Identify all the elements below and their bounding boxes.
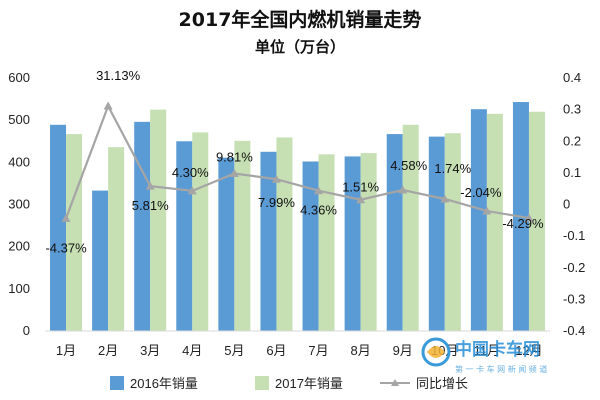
growth-point: [271, 174, 281, 183]
bar-2016: [92, 190, 109, 331]
bar-2016: [218, 157, 235, 331]
bars-group: [50, 102, 545, 332]
growth-data-label: -2.04%: [460, 185, 502, 200]
x-tick-label: 9月: [393, 343, 413, 358]
bar-2017: [276, 137, 293, 331]
growth-data-label: 5.81%: [132, 198, 169, 213]
bar-2017: [150, 109, 167, 331]
growth-point: [398, 185, 408, 194]
growth-data-label: 4.36%: [300, 203, 337, 218]
y-left-tick-label: 100: [8, 281, 30, 296]
growth-point: [314, 186, 324, 195]
legend-marker-growth: [391, 379, 399, 386]
x-tick-label: 2月: [98, 343, 118, 358]
x-tick-label: 11月: [474, 343, 501, 358]
watermark-title: 中国卡车网: [455, 339, 540, 360]
growth-point: [482, 206, 492, 215]
bar-2017: [66, 134, 83, 331]
bar-2017: [528, 111, 545, 331]
y-left-tick-label: 300: [8, 197, 30, 212]
y-right-tick-label: 0.2: [563, 133, 581, 148]
growth-line: [65, 103, 530, 220]
y-right-tick-label: 0.4: [563, 70, 581, 85]
growth-data-label: 9.81%: [216, 149, 253, 164]
y-right-tick-label: 0.1: [563, 165, 581, 180]
bar-2016: [428, 136, 445, 331]
bar-2017: [234, 140, 251, 331]
growth-data-label: 31.13%: [96, 68, 141, 83]
bar-2016: [134, 121, 151, 331]
y-left-tick-label: 400: [8, 154, 30, 169]
y-left-tick-label: 500: [8, 112, 30, 127]
legend-label-2017: 2017年销量: [275, 376, 343, 391]
x-axis: 1月 2月 3月 4月 5月 6月 7月 8月 9月 10月 11月 12月: [56, 343, 543, 358]
growth-data-label: 1.51%: [342, 180, 379, 195]
y-right-tick-label: -0.1: [563, 228, 585, 243]
legend-swatch-2017: [255, 376, 269, 390]
x-tick-label: 3月: [140, 343, 160, 358]
growth-point: [229, 168, 239, 177]
bar-2017: [444, 133, 461, 331]
legend-label-growth: 同比增长: [416, 376, 468, 391]
y-left-tick-label: 0: [23, 323, 30, 338]
growth-line-group: [61, 101, 534, 222]
growth-labels: -4.37% 31.13% 5.81% 4.30% 9.81% 7.99% 4.36% 1.5…: [45, 68, 544, 255]
bar-2017: [318, 154, 335, 331]
growth-point: [61, 213, 71, 222]
bar-2017: [108, 147, 125, 331]
watermark-subtitle: 第 一 卡 车 网 新 闻 频 道: [455, 364, 547, 374]
growth-data-label: -4.29%: [502, 216, 544, 231]
bar-2017: [192, 132, 209, 331]
x-tick-label: 6月: [266, 343, 286, 358]
y-right-tick-label: -0.3: [563, 291, 585, 306]
growth-point: [524, 213, 534, 222]
y-right-tick-label: 0.3: [563, 102, 581, 117]
chart-title: 2017年全国内燃机销量走势: [179, 8, 422, 31]
bar-2016: [50, 124, 67, 332]
y-right-axis: -0.4 -0.3 -0.2 -0.1 0 0.1 0.2 0.3 0.4: [563, 70, 585, 338]
growth-point: [187, 186, 197, 195]
growth-point: [356, 195, 366, 204]
bar-2017: [402, 124, 419, 332]
y-left-tick-label: 200: [8, 239, 30, 254]
bar-2016: [344, 156, 361, 331]
legend: 2016年销量 2017年销量 同比增长: [110, 376, 468, 391]
bar-2016: [260, 151, 277, 331]
chart-subtitle: 单位（万台）: [255, 38, 345, 56]
x-tick-label: 12月: [515, 343, 542, 358]
x-tick-label: 8月: [351, 343, 371, 358]
growth-data-label: 1.74%: [434, 161, 471, 176]
watermark-logo: 中国卡车网 第 一 卡 车 网 新 闻 频 道: [421, 337, 547, 374]
growth-data-label: 7.99%: [258, 195, 295, 210]
growth-data-label: -4.37%: [45, 240, 87, 255]
x-tick-label: 4月: [182, 343, 202, 358]
growth-point: [103, 101, 113, 110]
legend-swatch-2016: [110, 376, 124, 390]
growth-data-label: 4.30%: [172, 165, 209, 180]
bar-2016: [302, 161, 319, 331]
growth-point: [145, 181, 155, 190]
bar-2017: [486, 113, 503, 331]
bar-2016: [386, 134, 403, 331]
y-left-tick-label: 600: [8, 70, 30, 85]
x-tick-label: 5月: [224, 343, 244, 358]
bar-2016: [470, 109, 487, 331]
x-tick-label: 7月: [308, 343, 328, 358]
y-right-tick-label: -0.4: [563, 323, 585, 338]
legend-label-2016: 2016年销量: [130, 376, 198, 391]
growth-point: [440, 194, 450, 203]
y-right-tick-label: 0: [563, 197, 570, 212]
y-right-tick-label: -0.2: [563, 260, 585, 275]
y-left-axis: 0 100 200 300 400 500 600: [8, 70, 30, 338]
growth-data-label: 4.58%: [390, 158, 427, 173]
x-tick-label: 1月: [56, 343, 76, 358]
